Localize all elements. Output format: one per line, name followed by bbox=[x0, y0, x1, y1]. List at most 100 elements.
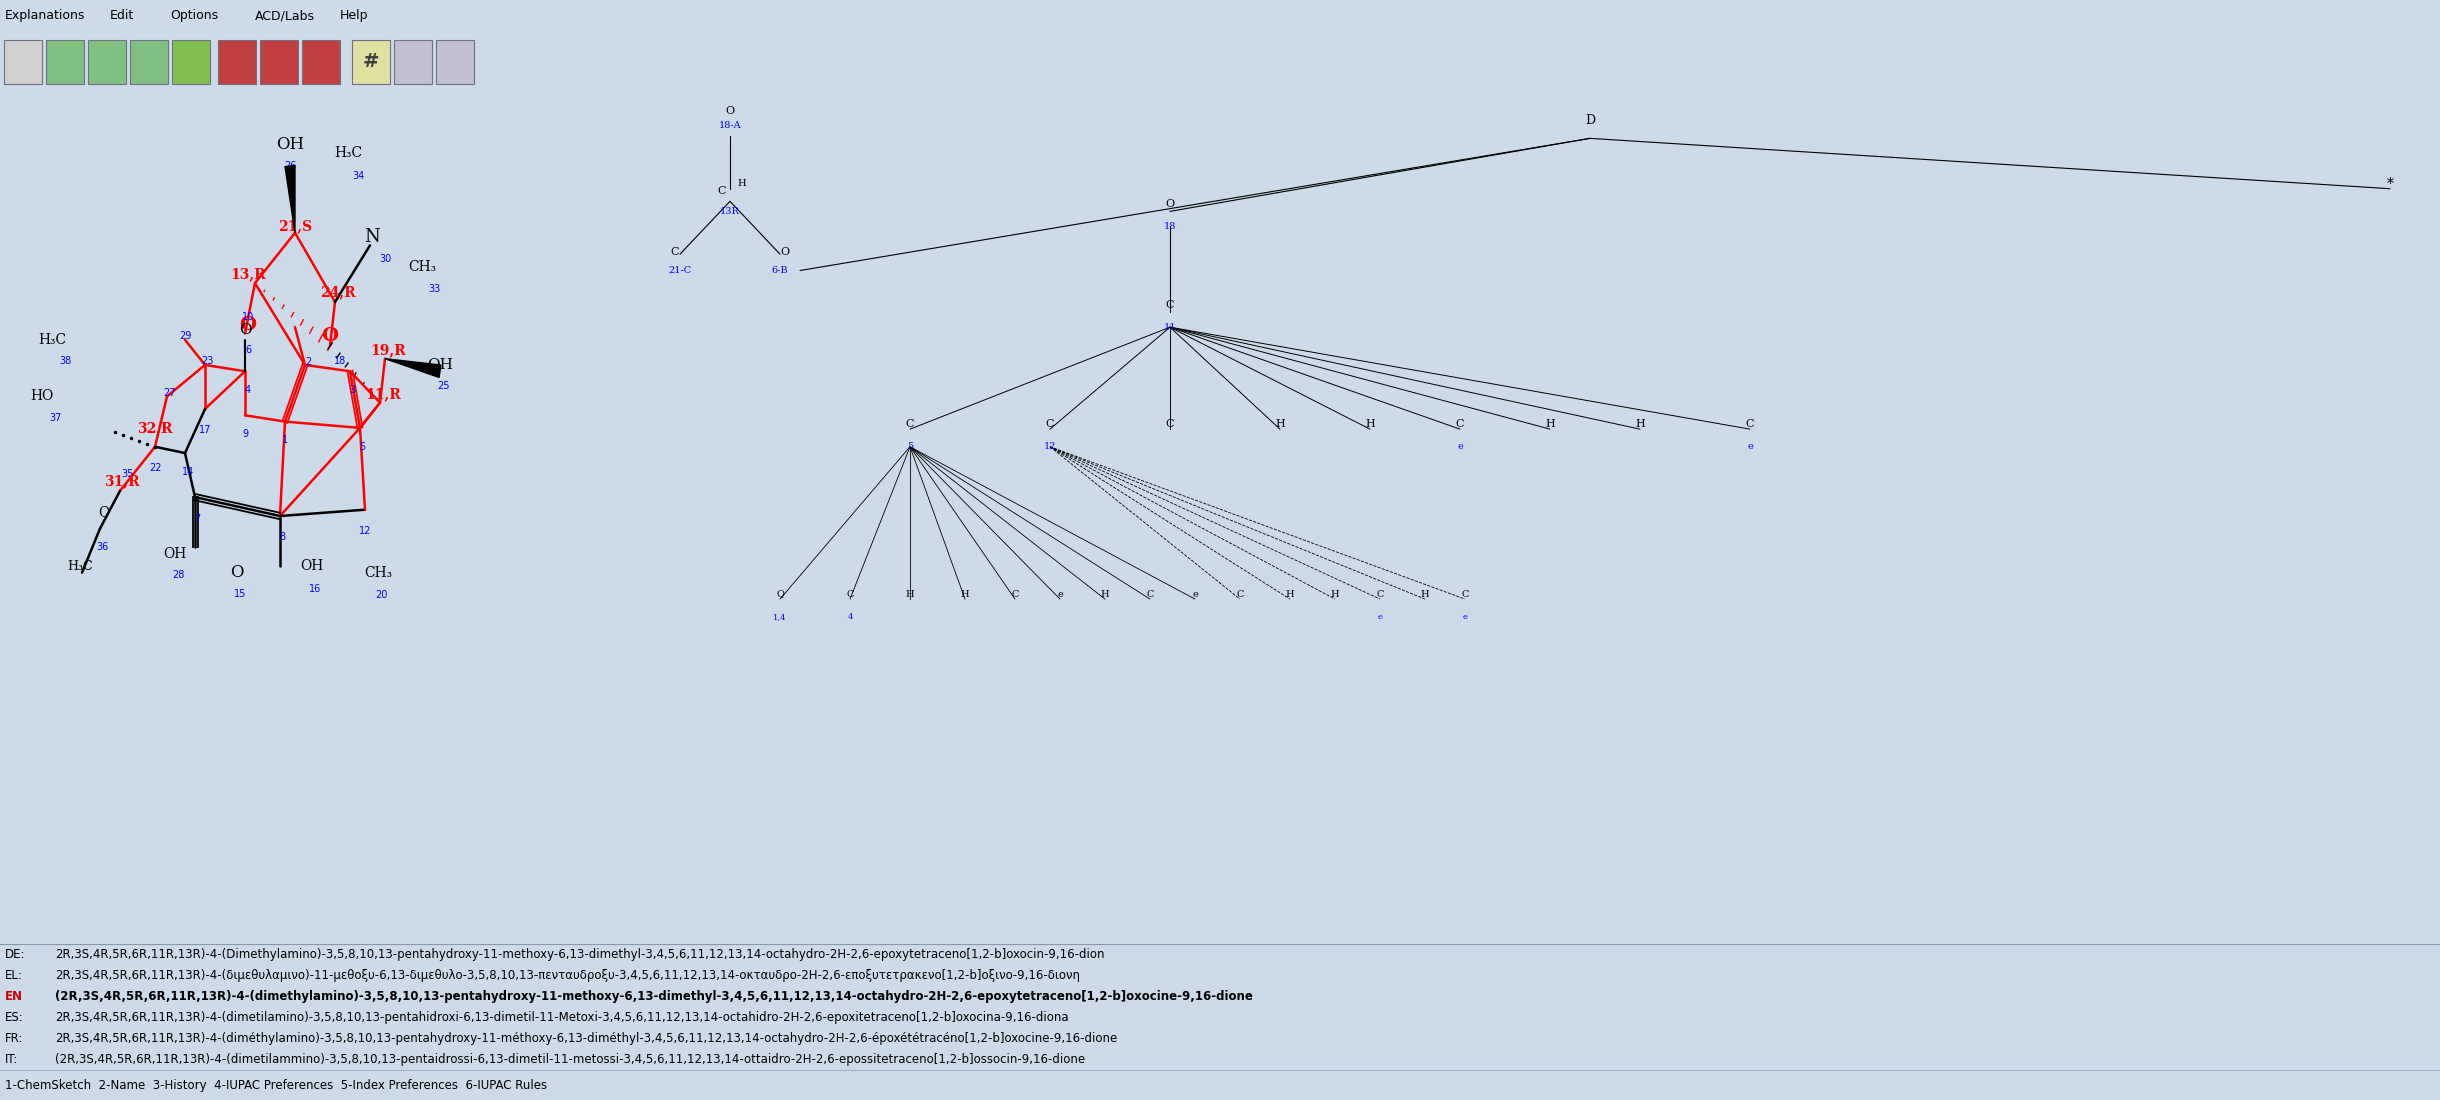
Text: CH₃: CH₃ bbox=[364, 565, 393, 580]
Text: 17: 17 bbox=[198, 426, 212, 436]
Text: (2R,3S,4R,5R,6R,11R,13R)-4-(dimetilammino)-3,5,8,10,13-pentaidrossi-6,13-dimetil: (2R,3S,4R,5R,6R,11R,13R)-4-(dimetilammin… bbox=[56, 1053, 1086, 1066]
Text: H: H bbox=[1420, 590, 1430, 598]
Text: IT:: IT: bbox=[5, 1053, 20, 1066]
Bar bbox=[46, 40, 83, 84]
Bar bbox=[303, 40, 339, 84]
Text: C: C bbox=[717, 186, 727, 196]
Text: OH: OH bbox=[300, 560, 325, 573]
Text: 23: 23 bbox=[200, 356, 212, 366]
Bar bbox=[437, 40, 473, 84]
Text: 2R,3S,4R,5R,6R,11R,13R)-4-(dimetilamino)-3,5,8,10,13-pentahidroxi-6,13-dimetil-1: 2R,3S,4R,5R,6R,11R,13R)-4-(dimetilamino)… bbox=[56, 1011, 1069, 1024]
Text: 28: 28 bbox=[171, 570, 183, 580]
Text: O: O bbox=[239, 316, 256, 333]
Text: 2R,3S,4R,5R,6R,11R,13R)-4-(diméthylamino)-3,5,8,10,13-pentahydroxy-11-méthoxy-6,: 2R,3S,4R,5R,6R,11R,13R)-4-(diméthylamino… bbox=[56, 1032, 1118, 1045]
Text: 25: 25 bbox=[437, 382, 449, 392]
Text: O: O bbox=[781, 246, 791, 256]
Text: O: O bbox=[239, 322, 251, 337]
Text: 3: 3 bbox=[349, 385, 356, 395]
Text: H: H bbox=[961, 590, 969, 598]
Bar bbox=[351, 40, 390, 84]
Text: C: C bbox=[905, 419, 915, 429]
Text: 26: 26 bbox=[283, 161, 295, 170]
Text: 21-C: 21-C bbox=[669, 266, 691, 275]
Text: C: C bbox=[1010, 590, 1017, 598]
Text: (2R,3S,4R,5R,6R,11R,13R)-4-(dimethylamino)-3,5,8,10,13-pentahydroxy-11-methoxy-6: (2R,3S,4R,5R,6R,11R,13R)-4-(dimethylamin… bbox=[56, 990, 1252, 1003]
Text: C: C bbox=[1166, 419, 1174, 429]
Text: H: H bbox=[1286, 590, 1293, 598]
Text: 37: 37 bbox=[49, 412, 61, 422]
Text: C: C bbox=[847, 590, 854, 598]
Bar bbox=[261, 40, 298, 84]
Text: 11,R: 11,R bbox=[366, 387, 400, 400]
Text: 36: 36 bbox=[95, 542, 107, 552]
Text: OH: OH bbox=[276, 136, 305, 153]
Bar bbox=[5, 40, 41, 84]
Text: 29: 29 bbox=[178, 331, 190, 341]
Text: 22: 22 bbox=[149, 463, 161, 473]
Text: 18-A: 18-A bbox=[720, 121, 742, 130]
Text: H₃C: H₃C bbox=[334, 146, 361, 161]
Text: 18: 18 bbox=[334, 356, 346, 366]
Text: EL:: EL: bbox=[5, 969, 22, 982]
Text: DE:: DE: bbox=[5, 948, 24, 961]
Text: 35: 35 bbox=[122, 470, 134, 480]
Text: C: C bbox=[1745, 419, 1754, 429]
Text: H: H bbox=[905, 590, 915, 598]
Text: 5: 5 bbox=[908, 442, 913, 451]
Text: 4: 4 bbox=[244, 385, 251, 395]
Text: Explanations: Explanations bbox=[5, 10, 85, 22]
Text: C: C bbox=[1462, 590, 1469, 598]
Text: 14: 14 bbox=[183, 466, 195, 477]
Text: e: e bbox=[1462, 613, 1466, 620]
Text: e: e bbox=[1193, 590, 1198, 598]
Text: e: e bbox=[1457, 442, 1464, 451]
Text: Options: Options bbox=[171, 10, 217, 22]
Text: 38: 38 bbox=[59, 356, 71, 366]
Text: 6: 6 bbox=[244, 344, 251, 355]
Text: e: e bbox=[1747, 442, 1752, 451]
Text: H: H bbox=[1330, 590, 1340, 598]
Text: 32,R: 32,R bbox=[137, 421, 173, 434]
Text: C: C bbox=[671, 246, 678, 256]
Text: O: O bbox=[229, 564, 244, 581]
Text: Help: Help bbox=[339, 10, 368, 22]
Text: 15: 15 bbox=[234, 588, 246, 600]
Text: 13,R: 13,R bbox=[229, 267, 266, 282]
Text: 1: 1 bbox=[283, 436, 288, 446]
Text: 5: 5 bbox=[359, 442, 366, 452]
Text: 20: 20 bbox=[376, 591, 388, 601]
Text: CH₃: CH₃ bbox=[407, 260, 437, 274]
Text: FR:: FR: bbox=[5, 1032, 24, 1045]
Text: 30: 30 bbox=[378, 254, 390, 264]
Text: 34: 34 bbox=[351, 172, 364, 182]
Text: C: C bbox=[1147, 590, 1154, 598]
Text: 16: 16 bbox=[310, 584, 322, 594]
Text: 13R: 13R bbox=[720, 207, 739, 216]
Text: H₃C: H₃C bbox=[68, 560, 93, 573]
Text: EN: EN bbox=[5, 990, 22, 1003]
Text: 7: 7 bbox=[193, 514, 200, 524]
Text: 8: 8 bbox=[278, 532, 285, 542]
Text: H: H bbox=[1100, 590, 1110, 598]
Text: 2: 2 bbox=[305, 358, 312, 367]
Bar bbox=[393, 40, 432, 84]
Text: N: N bbox=[364, 228, 381, 245]
Text: 12: 12 bbox=[359, 526, 371, 536]
Text: C: C bbox=[1457, 419, 1464, 429]
Text: 1-ChemSketch  2-Name  3-History  4-IUPAC Preferences  5-Index Preferences  6-IUP: 1-ChemSketch 2-Name 3-History 4-IUPAC Pr… bbox=[5, 1078, 547, 1091]
Polygon shape bbox=[386, 359, 442, 377]
Text: 9: 9 bbox=[242, 429, 249, 439]
Text: 2R,3S,4R,5R,6R,11R,13R)-4-(διμεθυλαμινο)-11-μεθοξυ-6,13-διμεθυλο-3,5,8,10,13-πεν: 2R,3S,4R,5R,6R,11R,13R)-4-(διμεθυλαμινο)… bbox=[56, 969, 1081, 982]
Text: 21,S: 21,S bbox=[278, 220, 312, 233]
Text: 1,4: 1,4 bbox=[773, 613, 786, 620]
Text: C: C bbox=[1237, 590, 1244, 598]
Text: C: C bbox=[1376, 590, 1383, 598]
Bar bbox=[171, 40, 210, 84]
Text: 19,R: 19,R bbox=[371, 343, 405, 356]
Bar bbox=[129, 40, 168, 84]
Text: 33: 33 bbox=[427, 285, 439, 295]
Text: 31,R: 31,R bbox=[105, 474, 139, 487]
Text: H: H bbox=[1635, 419, 1645, 429]
Text: ACD/Labs: ACD/Labs bbox=[256, 10, 315, 22]
Text: 27: 27 bbox=[163, 387, 176, 397]
